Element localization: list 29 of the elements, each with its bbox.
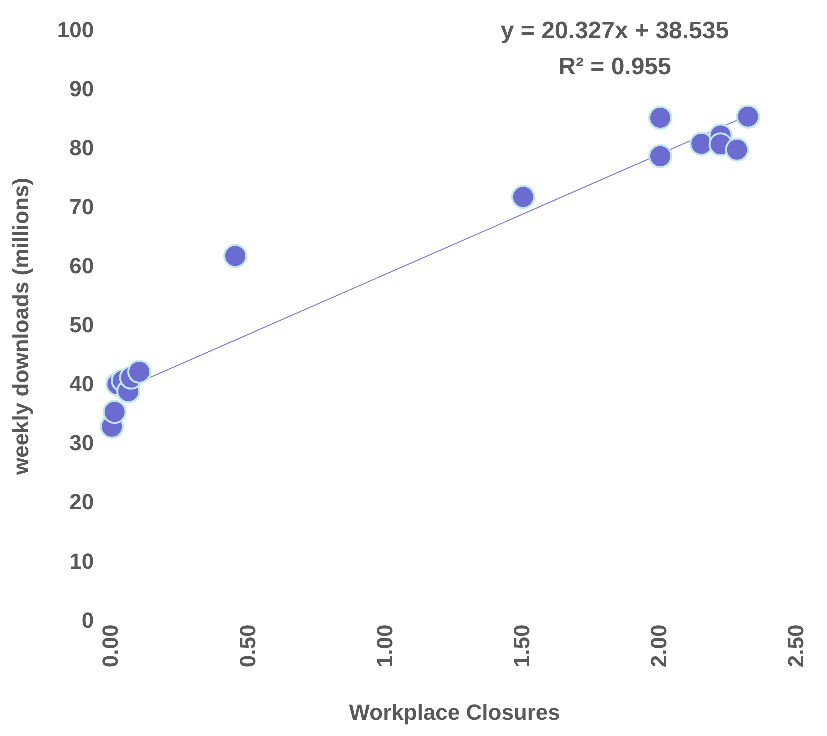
point	[736, 104, 760, 129]
y-tick-label: 60	[70, 253, 94, 278]
annotation: R² = 0.955	[558, 54, 672, 81]
x-tick-label: 0.50	[235, 624, 260, 668]
y-tick-label: 0	[82, 608, 94, 633]
y-tick-label: 40	[70, 372, 94, 397]
x-tick-label: 2.00	[646, 624, 672, 668]
point	[511, 185, 536, 210]
y-tick-label: 20	[70, 490, 94, 515]
y-tick-label: 30	[70, 430, 94, 456]
point	[102, 400, 127, 424]
y-tick-label: 80	[70, 135, 94, 160]
y-tick-label: 10	[70, 548, 94, 574]
x-tick-label: 2.50	[784, 624, 809, 668]
x-tick-label: 1.00	[372, 624, 398, 668]
y-axis-title: weekly downloads (millions)	[8, 178, 34, 476]
point	[648, 106, 672, 130]
y-tick-label: 100	[57, 17, 94, 42]
annotation: y = 20.327x + 38.535	[500, 18, 730, 45]
x-tick-label: 0.00	[98, 624, 124, 668]
point	[128, 360, 152, 384]
y-tick-label: 90	[70, 76, 94, 102]
point	[223, 244, 248, 268]
x-tick-label: 1.50	[509, 624, 534, 668]
point	[648, 144, 672, 168]
x-axis-title: Workplace Closures	[349, 700, 560, 725]
point	[725, 138, 750, 162]
y-tick-label: 70	[70, 194, 94, 220]
y-tick-label: 50	[70, 312, 94, 338]
